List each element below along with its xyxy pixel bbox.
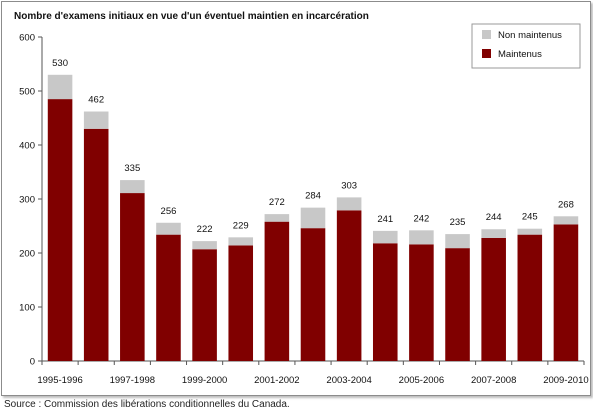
- bar-non-maintenus: [517, 228, 543, 235]
- y-tick-label: 0: [30, 357, 35, 368]
- bar-total-label: 335: [124, 163, 140, 174]
- legend-swatch-non-maintenus: [482, 30, 491, 39]
- y-axis: 0 100 200 300 400 500 600: [19, 33, 43, 368]
- bar-maintenus: [481, 237, 506, 361]
- bar-non-maintenus: [445, 234, 470, 249]
- y-tick-label: 500: [19, 87, 35, 98]
- bar-non-maintenus: [372, 230, 398, 244]
- x-tick-label: 1999-2000: [182, 375, 227, 386]
- bar-non-maintenus: [481, 229, 506, 238]
- bar-total-label: 272: [269, 197, 285, 208]
- bar-total-label: 284: [305, 191, 321, 202]
- legend-swatch-maintenus: [482, 49, 491, 58]
- bar-maintenus: [228, 245, 254, 361]
- bar-maintenus: [47, 99, 73, 361]
- x-tick-label: 2005-2006: [399, 375, 444, 386]
- bar-non-maintenus: [336, 197, 362, 211]
- legend: Non maintenus Maintenus: [471, 23, 581, 69]
- bar-maintenus: [120, 193, 145, 361]
- legend-label-maintenus: Maintenus: [498, 49, 542, 60]
- x-tick-label: 2001-2002: [254, 375, 299, 386]
- legend-label-non-maintenus: Non maintenus: [498, 30, 562, 41]
- bar-non-maintenus: [156, 222, 181, 235]
- bar-maintenus: [553, 224, 579, 361]
- source-note: Source : Commission des libérations cond…: [4, 399, 290, 410]
- bar-total-label: 244: [486, 212, 502, 223]
- chart-title: Nombre d'examens initiaux en vue d'un év…: [14, 11, 369, 22]
- bar-total-label: 241: [377, 214, 393, 225]
- bar-non-maintenus: [553, 216, 579, 225]
- bar-maintenus: [445, 248, 470, 361]
- y-tick-label: 400: [19, 141, 35, 152]
- bar-non-maintenus: [264, 214, 290, 222]
- bar-maintenus: [156, 234, 181, 361]
- x-tick-label: 1997-1998: [110, 375, 155, 386]
- bar-total-label: 530: [52, 58, 68, 69]
- bar-maintenus: [409, 244, 434, 361]
- x-tick-label: 1995-1996: [37, 375, 82, 386]
- bar-total-label: 229: [233, 220, 249, 231]
- bar-total-label: 222: [197, 224, 213, 235]
- bar-maintenus: [372, 243, 398, 361]
- x-tick-label: 2003-2004: [326, 375, 371, 386]
- bar-maintenus: [264, 221, 290, 361]
- x-axis: 1995-1996 1997-1998 1999-2000 2001-2002 2003…: [37, 360, 589, 386]
- x-tick-label: 2009-2010: [543, 375, 588, 386]
- bar-total-label: 268: [558, 199, 574, 210]
- bar-total-label: 256: [161, 206, 177, 217]
- bar-maintenus: [336, 210, 362, 361]
- bar-non-maintenus: [192, 241, 217, 250]
- chart-frame: Nombre d'examens initiaux en vue d'un év…: [1, 1, 591, 396]
- y-tick-label: 100: [19, 303, 35, 314]
- bar-non-maintenus: [228, 237, 254, 246]
- bars: 530 462 335 256 222 229 272 284 303 241 242 235 244 2…: [47, 58, 579, 361]
- bar-total-label: 235: [450, 217, 466, 228]
- bar-maintenus: [192, 249, 217, 361]
- bar-maintenus: [83, 128, 109, 361]
- bar-non-maintenus: [83, 111, 109, 129]
- y-tick-label: 600: [19, 33, 35, 44]
- bar-maintenus: [300, 228, 326, 361]
- bar-non-maintenus: [120, 180, 145, 194]
- bar-total-label: 303: [341, 180, 357, 191]
- y-tick-label: 200: [19, 249, 35, 260]
- bar-non-maintenus: [47, 74, 73, 100]
- bar-total-label: 245: [522, 212, 538, 223]
- bar-total-label: 462: [88, 95, 104, 106]
- bar-non-maintenus: [409, 230, 434, 245]
- y-tick-label: 300: [19, 195, 35, 206]
- bar-total-label: 242: [413, 213, 429, 224]
- stacked-bar-chart: Nombre d'examens initiaux en vue d'un év…: [14, 11, 589, 386]
- x-tick-label: 2007-2008: [471, 375, 516, 386]
- bar-maintenus: [517, 234, 543, 361]
- bar-non-maintenus: [300, 207, 326, 229]
